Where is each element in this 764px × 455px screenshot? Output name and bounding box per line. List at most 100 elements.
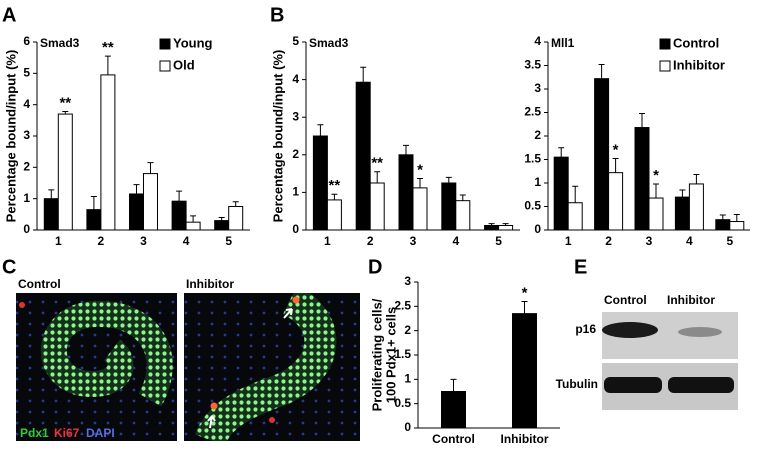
error-bar <box>133 184 140 194</box>
x-tick-label: 5 <box>726 234 733 248</box>
x-tick-label: 4 <box>183 234 190 248</box>
panel-label: B <box>270 4 284 26</box>
error-bar <box>331 193 338 200</box>
significance-label: * <box>653 167 659 184</box>
x-tick-label: 1 <box>324 234 331 248</box>
blot-band <box>668 377 734 393</box>
y-tick-label: 5 <box>23 66 30 80</box>
y-tick-label: 3 <box>292 109 299 123</box>
x-tick-label: 4 <box>686 234 693 248</box>
y-tick-label: 3 <box>534 81 541 95</box>
legend-swatch <box>659 60 671 72</box>
bar <box>594 78 610 231</box>
bar <box>567 202 583 231</box>
error-bar <box>104 55 111 75</box>
error-bar <box>488 223 495 226</box>
y-tick-label: 1 <box>404 372 411 386</box>
blot-band <box>602 322 658 338</box>
bar <box>228 206 244 231</box>
y-tick-label: 0 <box>534 222 541 236</box>
arrow <box>283 308 293 319</box>
bar <box>398 154 414 231</box>
y-axis-label: Percentage bound/input (%) <box>270 50 285 223</box>
y-tick-label: 0 <box>23 222 30 236</box>
micrograph <box>184 293 360 441</box>
bar <box>455 200 471 231</box>
x-tick-label: Inhibitor <box>501 432 549 446</box>
stain-label: DAPI <box>86 426 115 440</box>
x-tick-label: 1 <box>55 234 62 248</box>
y-tick-label: 2 <box>292 147 299 161</box>
error-bar <box>558 147 565 158</box>
error-bar <box>62 111 69 115</box>
legend-label: Inhibitor <box>673 57 725 72</box>
bar <box>312 135 328 231</box>
bar <box>100 74 116 231</box>
error-bar <box>572 185 579 203</box>
error-bar <box>445 176 452 183</box>
error-bar <box>190 215 197 223</box>
bar <box>498 224 514 231</box>
y-tick-label: 0 <box>292 222 299 236</box>
error-bar <box>459 194 466 201</box>
bar <box>369 182 385 231</box>
error-bar <box>450 378 457 392</box>
ki67-cell <box>19 302 25 308</box>
bar <box>634 127 650 231</box>
bar <box>355 81 371 231</box>
x-tick-label: 3 <box>140 234 147 248</box>
error-bar <box>521 300 528 314</box>
error-bar <box>639 112 645 128</box>
error-bar <box>360 66 367 83</box>
bar <box>214 220 230 231</box>
bar <box>412 187 428 231</box>
y-tick-label: 4 <box>534 34 541 48</box>
error-bar <box>48 189 55 199</box>
y-axis-label: Percentage bound/input (%) <box>3 50 18 223</box>
arrow <box>207 415 216 429</box>
y-axis-label: Proliferating cells/ <box>369 298 384 411</box>
significance-label: * <box>417 161 423 178</box>
bar <box>553 156 569 231</box>
stain-label: Ki67 <box>54 426 80 440</box>
micrograph <box>16 293 177 441</box>
significance-label: ** <box>102 39 114 56</box>
y-tick-label: 3 <box>404 274 411 288</box>
bar <box>185 221 201 231</box>
error-bar <box>232 201 239 207</box>
bar <box>729 221 745 231</box>
bar <box>326 199 342 231</box>
blot-band <box>678 327 722 337</box>
error-bar <box>417 177 423 188</box>
y-tick-label: 1.5 <box>394 347 411 361</box>
bar <box>129 193 144 231</box>
bar <box>512 313 537 429</box>
bar <box>441 391 466 429</box>
error-bar <box>176 190 183 202</box>
x-tick-label: 2 <box>605 234 612 248</box>
panel-label: E <box>574 256 587 278</box>
ki67-cell <box>269 417 275 423</box>
error-bar <box>653 183 659 199</box>
x-tick-label: 1 <box>565 234 572 248</box>
x-tick-label: 4 <box>452 234 459 248</box>
panel-label: D <box>368 256 382 278</box>
bar <box>608 172 624 231</box>
error-bar <box>598 64 605 79</box>
y-tick-label: 1.5 <box>524 152 541 166</box>
error-bar <box>693 174 700 184</box>
significance-label: * <box>522 284 528 301</box>
x-tick-label: 2 <box>367 234 374 248</box>
legend-swatch <box>659 38 671 50</box>
y-tick-label: 2 <box>23 160 30 174</box>
error-bar <box>147 162 154 174</box>
significance-label: ** <box>59 95 71 112</box>
stain-label: Pdx1 <box>20 426 49 440</box>
chart-title: Mll1 <box>551 36 575 50</box>
y-tick-label: 3.5 <box>524 58 541 72</box>
bar <box>143 173 158 231</box>
x-tick-label: 5 <box>495 234 502 248</box>
error-bar <box>403 144 409 155</box>
y-tick-label: 0.5 <box>394 396 411 410</box>
legend-swatch <box>159 60 171 72</box>
